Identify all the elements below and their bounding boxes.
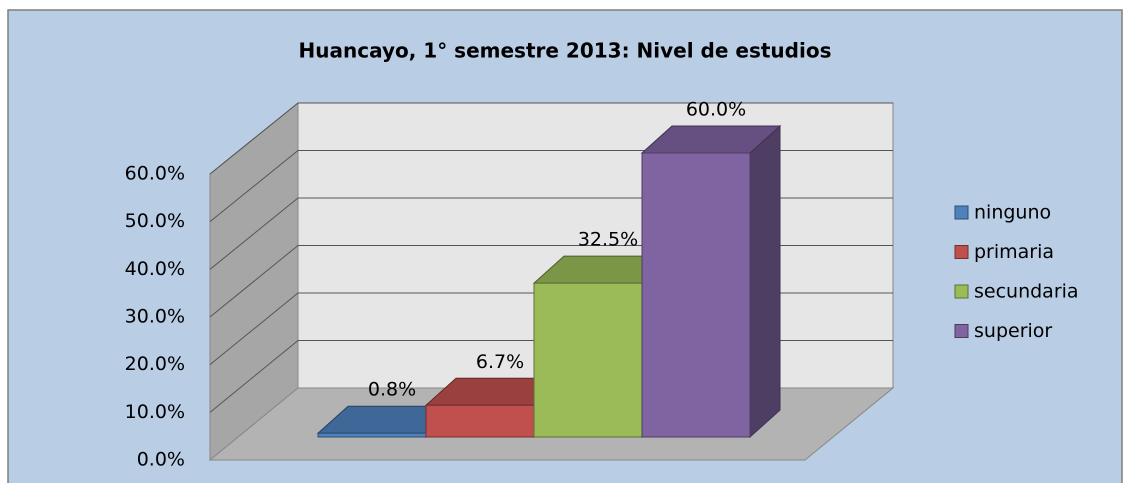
y-tick-label: 40.0%	[125, 258, 185, 280]
bar-front	[317, 432, 427, 438]
legend-label: primaria	[974, 241, 1054, 263]
legend-swatch	[954, 284, 969, 299]
y-tick-label: 10.0%	[125, 401, 185, 423]
legend-label: superior	[974, 320, 1052, 342]
chart-title: Huancayo, 1° semestre 2013: Nivel de est…	[299, 39, 832, 63]
value-label: 0.8%	[368, 379, 416, 401]
bar	[640, 124, 782, 439]
bar-front	[533, 282, 643, 438]
legend-label: ninguno	[974, 202, 1051, 224]
y-tick-label: 50.0%	[125, 210, 185, 232]
value-label: 60.0%	[686, 99, 746, 121]
legend-swatch	[954, 205, 969, 220]
bar-front	[641, 152, 751, 438]
y-tick-label: 60.0%	[125, 163, 185, 185]
legend-label: secundaria	[974, 281, 1079, 303]
grid-line	[209, 102, 893, 175]
value-label: 6.7%	[476, 351, 524, 373]
y-tick-label: 20.0%	[125, 353, 185, 375]
bar-front	[425, 404, 535, 438]
bar-side	[749, 124, 781, 439]
legend-swatch	[954, 245, 969, 259]
value-label: 32.5%	[578, 229, 638, 251]
y-tick-label: 30.0%	[125, 306, 185, 328]
y-tick-label: 0.0%	[137, 449, 185, 471]
legend-swatch	[954, 324, 969, 338]
